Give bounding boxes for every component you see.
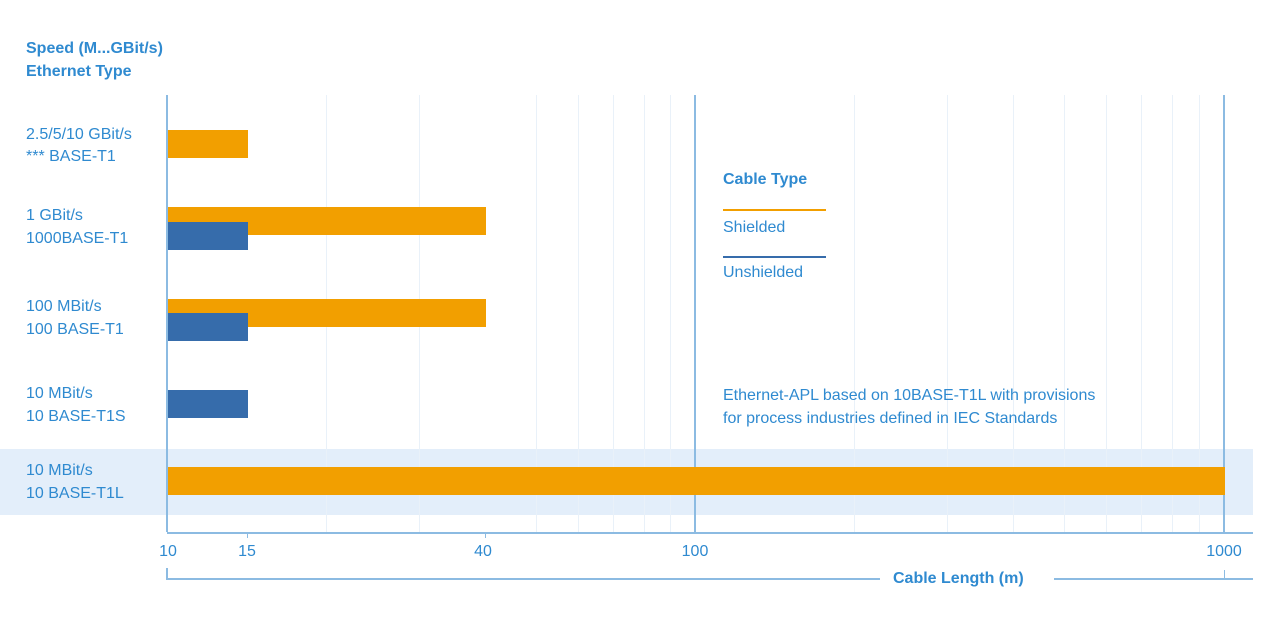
gridline-100 <box>694 95 696 532</box>
x-axis-line <box>167 532 1253 534</box>
category-label-type: *** BASE-T1 <box>26 148 116 165</box>
x-tick-label-40: 40 <box>474 543 492 560</box>
legend-swatch-unshielded <box>723 256 826 258</box>
annotation-ethernet-apl: Ethernet-APL based on 10BASE-T1L with pr… <box>723 384 1095 430</box>
x-tick-label-10: 10 <box>159 543 177 560</box>
bar-unshielded-100base-t1[interactable] <box>168 313 248 341</box>
bar-shielded-10base-t1l[interactable] <box>168 467 1225 495</box>
axis-bracket-left <box>166 568 168 580</box>
category-label-type: 100 BASE-T1 <box>26 321 124 338</box>
bar-shielded-base-t1[interactable] <box>168 130 248 158</box>
category-label-type: 10 BASE-T1L <box>26 485 124 502</box>
x-tick-40 <box>485 532 486 538</box>
x-tick-label-100: 100 <box>681 543 709 560</box>
x-axis-title: Cable Length (m) <box>893 570 1024 587</box>
legend-label-unshielded: Unshielded <box>723 264 804 281</box>
legend-label-shielded: Shielded <box>723 219 786 236</box>
gridline-1000 <box>1223 95 1225 532</box>
x-tick-15 <box>247 532 248 538</box>
x-tick-label-1000: 1000 <box>1206 543 1242 560</box>
annotation-line-1: Ethernet-APL based on 10BASE-T1L with pr… <box>723 387 1096 404</box>
x-tick-label-15: 15 <box>238 543 256 560</box>
category-label-speed: 2.5/5/10 GBit/s <box>26 126 132 143</box>
bar-unshielded-10base-t1s[interactable] <box>168 390 248 418</box>
legend-swatch-shielded <box>723 209 826 211</box>
y-axis-title-speed: Speed (M...GBit/s) <box>26 40 163 57</box>
gridline-10 <box>166 95 168 532</box>
category-label-type: 10 BASE-T1S <box>26 408 126 425</box>
axis-bracket-tick-1000 <box>1224 570 1225 580</box>
category-label-speed: 10 MBit/s <box>26 462 93 479</box>
category-label-speed: 1 GBit/s <box>26 207 83 224</box>
legend-title: Cable Type <box>723 171 808 188</box>
axis-bracket-line-right <box>1054 578 1253 580</box>
category-label-speed: 100 MBit/s <box>26 298 102 315</box>
axis-bracket-line-left <box>167 578 880 580</box>
bar-unshielded-1000base-t1[interactable] <box>168 222 248 250</box>
y-axis-title-type: Ethernet Type <box>26 63 132 80</box>
annotation-line-2: for process industries defined in IEC St… <box>723 410 1058 427</box>
category-label-type: 1000BASE-T1 <box>26 230 129 247</box>
category-label-speed: 10 MBit/s <box>26 385 93 402</box>
